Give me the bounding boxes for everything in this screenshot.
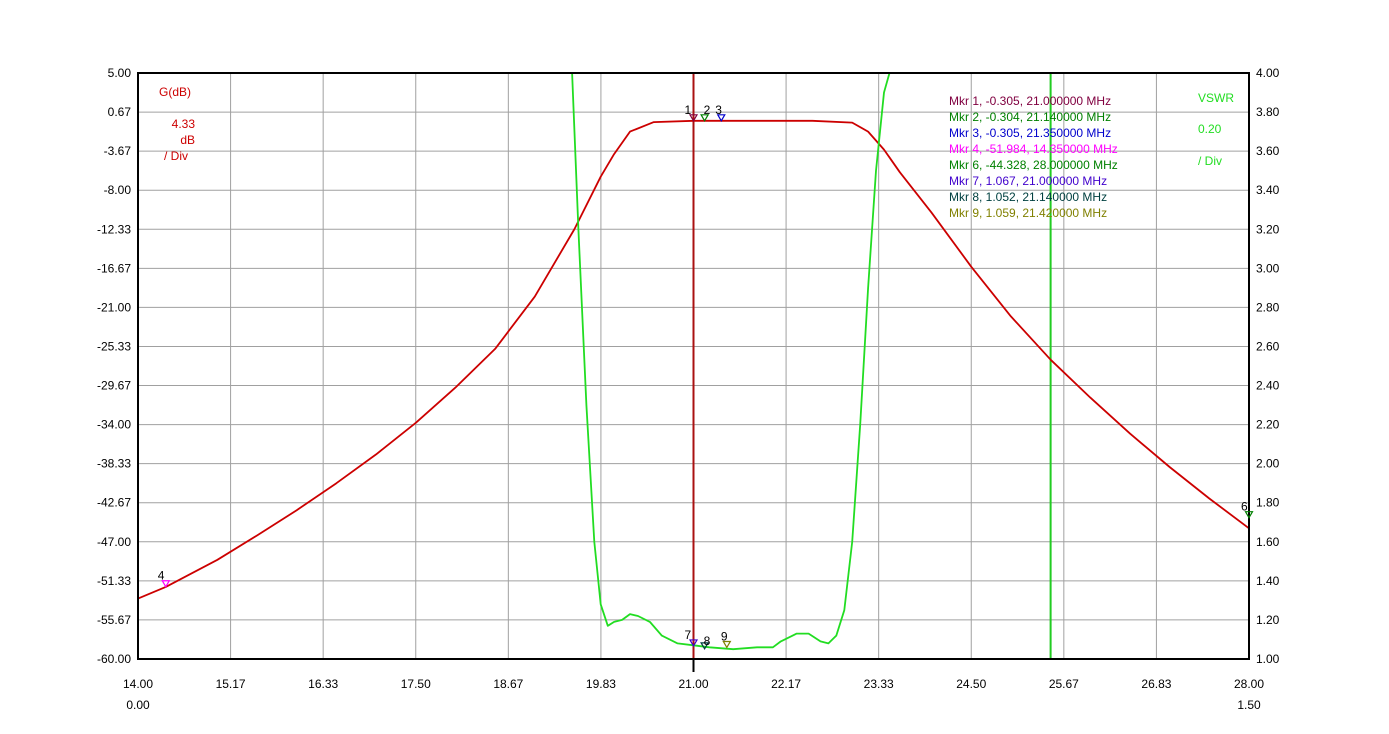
marker-7-triangle xyxy=(688,639,699,648)
marker-readout-1: Mkr 1, -0.305, 21.000000 MHz xyxy=(949,94,1111,108)
right-axis-title: VSWR xyxy=(1198,91,1234,105)
marker-9-triangle xyxy=(722,640,732,649)
vswr-trace xyxy=(571,72,891,651)
marker-readout-8: Mkr 8, 1.052, 21.140000 MHz xyxy=(949,190,1107,204)
marker-readout-9: Mkr 9, 1.059, 21.420000 MHz xyxy=(949,206,1107,220)
marker-6-triangle xyxy=(1244,511,1254,519)
left-tick-label: -60.00 xyxy=(97,652,131,666)
left-tick-label: -12.33 xyxy=(97,222,131,236)
right-tick-label: 1.80 xyxy=(1256,496,1280,510)
left-tick-label: -16.67 xyxy=(97,261,131,275)
x-tick-label: 23.33 xyxy=(864,677,894,691)
right-tick-label: 3.20 xyxy=(1256,222,1280,236)
marker-1-number: 1 xyxy=(685,103,692,117)
marker-glyphs: 1 2 3 4 6 7 8 9 xyxy=(158,103,1254,651)
x-axis-ticks: 14.00 15.17 16.33 17.50 18.67 19.83 21.00 22.17… xyxy=(123,677,1264,691)
marker-6-number: 6 xyxy=(1241,500,1248,514)
right-tick-label: 2.60 xyxy=(1256,339,1280,353)
x-tick-label: 25.67 xyxy=(1049,677,1079,691)
marker-3-number: 3 xyxy=(715,103,722,117)
marker-readout-7: Mkr 7, 1.067, 21.000000 MHz xyxy=(949,174,1107,188)
left-tick-label: -21.00 xyxy=(97,300,131,314)
right-tick-label: 3.80 xyxy=(1256,105,1280,119)
x-tick-label: 24.50 xyxy=(956,677,986,691)
marker-2-triangle xyxy=(700,114,710,123)
right-tick-label: 2.80 xyxy=(1256,300,1280,314)
left-tick-label: -25.33 xyxy=(97,339,131,353)
x-tick-label: 15.17 xyxy=(216,677,246,691)
marker-9-number: 9 xyxy=(721,629,728,643)
marker-readout-3: Mkr 3, -0.305, 21.350000 MHz xyxy=(949,126,1111,140)
marker-2-number: 2 xyxy=(704,103,711,117)
x-tick-label: 16.33 xyxy=(308,677,338,691)
right-tick-label: 3.00 xyxy=(1256,261,1280,275)
left-tick-label: -38.33 xyxy=(97,457,131,471)
x-tick-label: 28.00 xyxy=(1234,677,1264,691)
left-tick-label: -55.67 xyxy=(97,613,131,627)
left-axis-scale-value: 4.33 xyxy=(172,117,196,131)
left-tick-label: -3.67 xyxy=(104,144,132,158)
marker-8-number: 8 xyxy=(704,634,711,648)
x-secondary-left: 0.00 xyxy=(126,698,150,712)
right-axis-ticks: 4.00 3.80 3.60 3.40 3.20 3.00 2.80 2.60 2.40 2.20… xyxy=(1256,66,1280,666)
x-tick-label: 14.00 xyxy=(123,677,153,691)
right-tick-label: 2.40 xyxy=(1256,379,1280,393)
left-tick-label: 5.00 xyxy=(108,66,132,80)
right-axis-scale-per: / Div xyxy=(1198,154,1222,168)
left-axis-ticks: 5.00 0.67 -3.67 -8.00 -12.33 -16.67 -21.00 -25.… xyxy=(97,66,131,666)
right-tick-label: 4.00 xyxy=(1256,66,1280,80)
x-tick-label: 19.83 xyxy=(586,677,616,691)
left-tick-label: 0.67 xyxy=(108,105,132,119)
marker-3-triangle xyxy=(716,114,726,123)
x-tick-label: 21.00 xyxy=(678,677,708,691)
right-axis-scale-value: 0.20 xyxy=(1198,122,1222,136)
marker-1-triangle xyxy=(688,114,699,123)
left-tick-label: -34.00 xyxy=(97,418,131,432)
left-tick-label: -8.00 xyxy=(104,183,132,197)
marker-7-number: 7 xyxy=(685,628,692,642)
cursor-lines xyxy=(692,73,1052,672)
marker-readout-6: Mkr 6, -44.328, 28.000000 MHz xyxy=(949,158,1118,172)
right-tick-label: 1.60 xyxy=(1256,535,1280,549)
x-tick-label: 18.67 xyxy=(493,677,523,691)
marker-readout-list: Mkr 1, -0.305, 21.000000 MHz Mkr 2, -0.30… xyxy=(949,94,1118,220)
marker-readout-2: Mkr 2, -0.304, 21.140000 MHz xyxy=(949,110,1111,124)
right-tick-label: 1.00 xyxy=(1256,652,1280,666)
right-tick-label: 2.00 xyxy=(1256,457,1280,471)
marker-4-triangle xyxy=(161,580,171,588)
x-secondary-right: 1.50 xyxy=(1237,698,1261,712)
left-axis-scale-unit: dB xyxy=(180,133,195,147)
right-tick-label: 2.20 xyxy=(1256,418,1280,432)
x-tick-label: 17.50 xyxy=(401,677,431,691)
right-tick-label: 3.60 xyxy=(1256,144,1280,158)
left-tick-label: -47.00 xyxy=(97,535,131,549)
left-tick-label: -42.67 xyxy=(97,496,131,510)
marker-8-triangle xyxy=(700,642,710,651)
right-tick-label: 1.40 xyxy=(1256,574,1280,588)
left-tick-label: -51.33 xyxy=(97,574,131,588)
marker-4-number: 4 xyxy=(158,569,165,583)
right-tick-label: 3.40 xyxy=(1256,183,1280,197)
x-tick-label: 26.83 xyxy=(1141,677,1171,691)
plot-frame xyxy=(137,72,1250,660)
x-tick-label: 22.17 xyxy=(771,677,801,691)
right-tick-label: 1.20 xyxy=(1256,613,1280,627)
marker-readout-4: Mkr 4, -51.984, 14.350000 MHz xyxy=(949,142,1118,156)
left-axis-title: G(dB) xyxy=(159,85,191,99)
left-tick-label: -29.67 xyxy=(97,379,131,393)
left-axis-scale-per: / Div xyxy=(164,149,188,163)
